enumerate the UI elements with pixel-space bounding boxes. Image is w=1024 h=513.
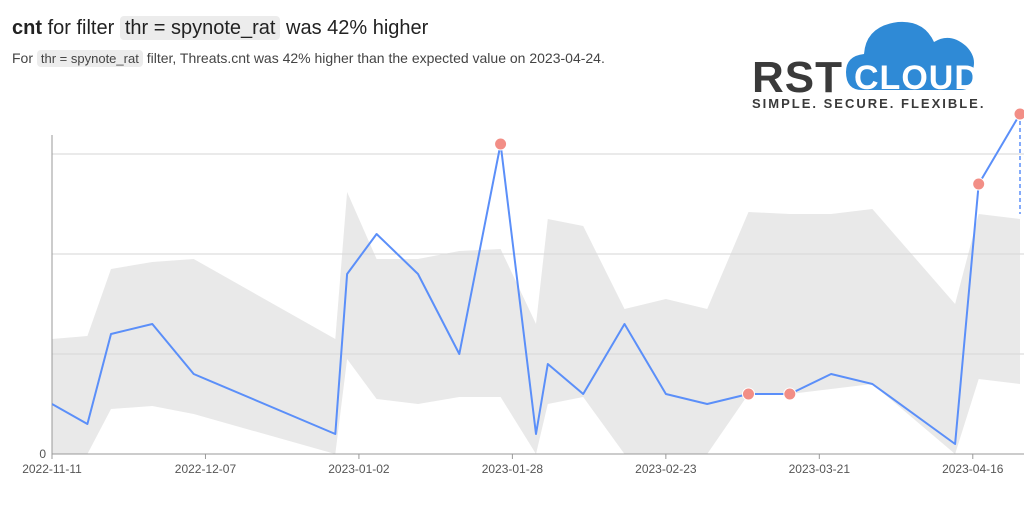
expected-range-band [52, 192, 1020, 454]
cloud-shape-icon [846, 21, 974, 91]
title-for-filter: for filter [47, 17, 115, 39]
logo-text-rst: RST [752, 53, 843, 102]
anomaly-point [972, 177, 986, 191]
x-tick-label: 2022-11-11 [22, 462, 82, 476]
x-tick-label: 2023-03-21 [789, 462, 851, 476]
subtitle-prefix: For [12, 50, 33, 66]
subtitle-filter-chip: thr = spynote_rat [36, 50, 143, 67]
title-suffix: was 42% higher [286, 17, 429, 39]
x-tick-label: 2023-01-02 [328, 462, 390, 476]
series-line [52, 113, 1021, 445]
x-tick-label: 2022-12-07 [175, 462, 237, 476]
x-tick-label: 2023-04-16 [942, 462, 1004, 476]
x-tick-label: 2023-02-23 [635, 462, 697, 476]
x-tick-label: 2023-01-28 [482, 462, 544, 476]
chart-subtitle: For thr = spynote_rat filter, Threats.cn… [12, 48, 605, 69]
subtitle-text: filter, Threats.cnt was 42% higher than … [146, 50, 605, 66]
filter-chip: thr = spynote_rat [119, 16, 281, 40]
anomaly-point [494, 137, 508, 151]
chart-title: cnt for filter thr = spynote_rat was 42%… [12, 14, 428, 42]
anomaly-point [741, 387, 755, 401]
anomaly-point [1013, 107, 1024, 121]
anomaly-point [783, 387, 797, 401]
logo-text-cloud: CLOUD [854, 59, 980, 97]
y-tick-label: 0 [39, 447, 46, 461]
logo-tagline: SIMPLE. SECURE. FLEXIBLE. [752, 96, 986, 111]
metric-name: cnt [12, 17, 42, 39]
rst-cloud-logo: RST CLOUD SIMPLE. SECURE. FLEXIBLE. [750, 12, 983, 117]
